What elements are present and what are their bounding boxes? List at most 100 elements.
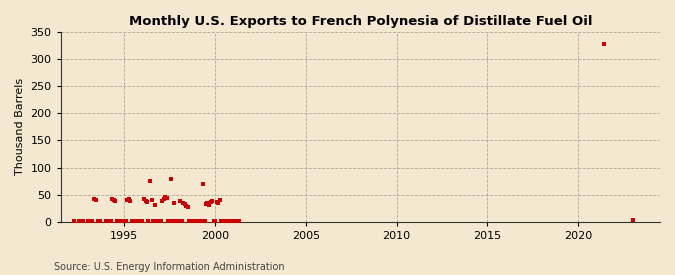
Point [207,199,217,203]
Point [210,219,221,223]
Point [194,219,205,223]
Point [173,219,184,223]
Point [627,218,638,222]
Point [220,219,231,223]
Point [223,219,234,223]
Point [124,197,134,201]
Point [193,219,204,223]
Point [120,219,131,223]
Point [104,219,115,223]
Point [82,219,93,223]
Point [131,219,142,223]
Point [161,196,172,200]
Point [166,177,177,182]
Point [188,219,199,223]
Point [137,219,148,223]
Point [125,199,136,203]
Point [231,218,242,223]
Point [178,200,189,205]
Point [176,219,187,223]
Title: Monthly U.S. Exports to French Polynesia of Distillate Fuel Oil: Monthly U.S. Exports to French Polynesia… [129,15,592,28]
Point [101,219,111,223]
Point [130,219,140,223]
Point [86,219,97,223]
Point [149,203,160,208]
Point [157,199,167,203]
Point [211,199,222,204]
Point [154,219,165,223]
Point [228,219,239,223]
Point [216,219,227,223]
Point [200,202,211,206]
Point [160,195,171,200]
Y-axis label: Thousand Barrels: Thousand Barrels [15,78,25,175]
Point [213,200,223,205]
Point [184,219,194,223]
Point [146,198,157,202]
Point [198,182,209,186]
Point [192,219,202,223]
Point [169,200,180,205]
Point [204,203,215,208]
Point [108,198,119,202]
Point [230,218,240,223]
Point [214,198,225,202]
Point [128,219,139,223]
Point [88,197,99,202]
Point [119,219,130,223]
Point [148,219,159,223]
Point [95,219,105,223]
Point [111,219,122,223]
Point [69,218,80,223]
Point [140,199,151,203]
Point [143,219,154,223]
Point [84,219,95,223]
Point [186,219,196,223]
Point [74,219,84,223]
Point [199,219,210,223]
Point [110,199,121,203]
Point [232,219,243,223]
Point [151,219,161,223]
Point [167,219,178,223]
Point [205,199,216,204]
Point [105,219,116,223]
Point [163,219,173,223]
Point [152,219,163,223]
Point [138,197,149,202]
Point [181,204,192,208]
Point [87,219,98,223]
Point [93,219,104,223]
Point [134,219,144,223]
Point [155,219,166,223]
Point [170,219,181,223]
Point [219,219,230,223]
Text: Source: U.S. Energy Information Administration: Source: U.S. Energy Information Administ… [54,262,285,272]
Point [114,219,125,223]
Point [187,219,198,223]
Point [190,219,201,223]
Point [142,200,153,204]
Point [180,202,190,207]
Point [90,198,101,202]
Point [599,42,610,46]
Point [126,219,137,223]
Point [102,219,113,223]
Point [132,219,143,223]
Point [208,219,219,223]
Point [107,197,117,201]
Point [122,198,133,202]
Point [78,219,89,223]
Point [144,178,155,183]
Point [164,219,175,223]
Point [234,218,244,223]
Point [158,197,169,201]
Point [113,219,124,223]
Point [175,199,186,203]
Point [222,219,233,223]
Point [217,219,228,223]
Point [202,200,213,205]
Point [172,219,183,223]
Point [182,204,193,209]
Point [196,219,207,223]
